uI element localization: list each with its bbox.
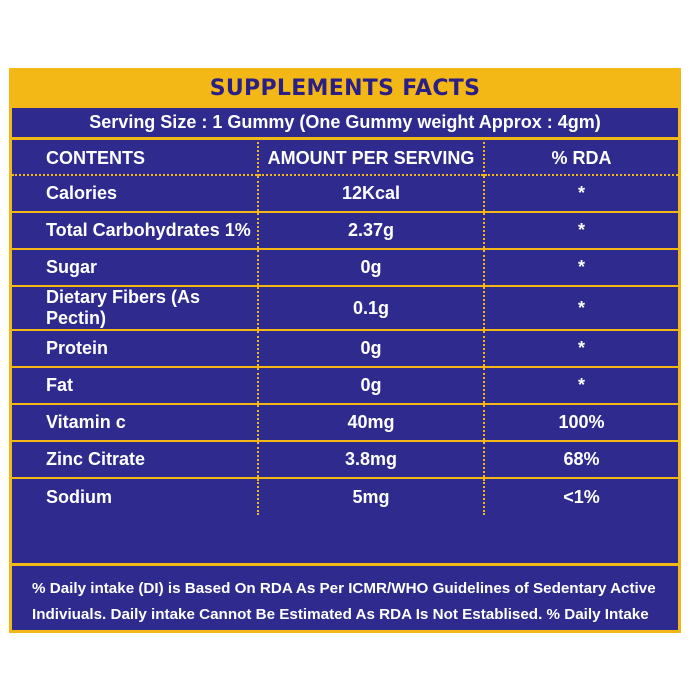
row-amount: 0.1g xyxy=(257,285,484,330)
facts-table: CONTENTS AMOUNT PER SERVING % RDA Calori… xyxy=(12,142,678,515)
row-rda: <1% xyxy=(483,477,678,515)
table-row: Zinc Citrate 3.8mg 68% xyxy=(12,440,678,478)
row-rda: * xyxy=(483,211,678,249)
panel-body: Serving Size : 1 Gummy (One Gummy weight… xyxy=(12,108,678,675)
row-amount: 2.37g xyxy=(257,211,484,249)
serving-size: Serving Size : 1 Gummy (One Gummy weight… xyxy=(12,108,678,140)
header-amount: AMOUNT PER SERVING xyxy=(257,142,484,175)
row-rda: * xyxy=(483,285,678,330)
row-content: Fat xyxy=(12,366,258,404)
row-amount: 3.8mg xyxy=(257,440,484,478)
row-rda: * xyxy=(483,174,678,212)
table-row: Sugar 0g * xyxy=(12,248,678,286)
panel-title: SUPPLEMENTS FACTS xyxy=(209,75,481,101)
row-content: Zinc Citrate xyxy=(12,440,258,478)
row-amount: 5mg xyxy=(257,477,484,515)
row-rda: * xyxy=(483,366,678,404)
row-rda: * xyxy=(483,329,678,367)
row-amount: 0g xyxy=(257,329,484,367)
table-row: Sodium 5mg <1% xyxy=(12,477,678,515)
table-row: Dietary Fibers (As Pectin) 0.1g * xyxy=(12,285,678,330)
row-amount: 0g xyxy=(257,248,484,286)
row-content: Sodium xyxy=(12,477,258,515)
row-rda: 100% xyxy=(483,403,678,441)
row-amount: 0g xyxy=(257,366,484,404)
row-rda: * xyxy=(483,248,678,286)
row-amount: 40mg xyxy=(257,403,484,441)
table-row: Vitamin c 40mg 100% xyxy=(12,403,678,441)
row-content: Sugar xyxy=(12,248,258,286)
header-contents: CONTENTS xyxy=(46,147,145,168)
table-row: Calories 12Kcal * xyxy=(12,174,678,212)
row-content: Total Carbohydrates 1% xyxy=(12,211,258,249)
table-row: Total Carbohydrates 1% 2.37g * xyxy=(12,211,678,249)
header-rda: % RDA xyxy=(483,142,678,175)
row-amount: 12Kcal xyxy=(257,174,484,212)
title-bar: SUPPLEMENTS FACTS xyxy=(9,68,681,108)
row-content: Protein xyxy=(12,329,258,367)
supplement-facts-panel: SUPPLEMENTS FACTS Serving Size : 1 Gummy… xyxy=(9,68,681,675)
row-content: Calories xyxy=(12,174,258,212)
table-header-row: CONTENTS AMOUNT PER SERVING % RDA xyxy=(12,142,678,175)
row-content: Vitamin c xyxy=(12,403,258,441)
footnote: % Daily intake (DI) is Based On RDA As P… xyxy=(12,563,678,675)
table-row: Fat 0g * xyxy=(12,366,678,404)
row-rda: 68% xyxy=(483,440,678,478)
table-row: Protein 0g * xyxy=(12,329,678,367)
row-content: Dietary Fibers (As Pectin) xyxy=(12,285,258,330)
